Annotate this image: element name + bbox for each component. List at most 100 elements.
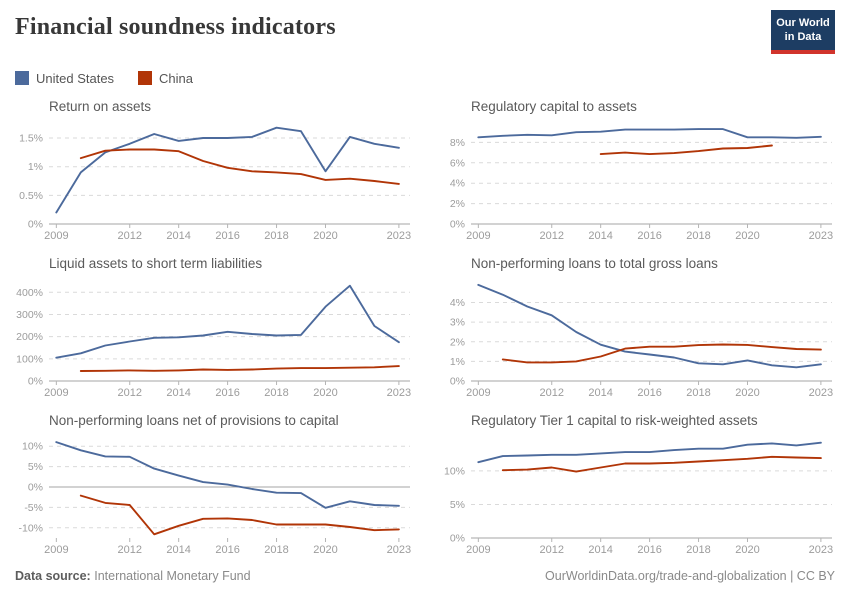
x-tick-label: 2014 (588, 230, 612, 242)
chart-title: Liquid assets to short term liabilities (49, 256, 263, 271)
line-series-china (501, 455, 822, 473)
y-tick-label: 200% (16, 331, 43, 343)
x-tick-label: 2012 (118, 544, 142, 556)
x-tick-label: 2014 (166, 230, 190, 242)
chart-npl-to-total-gross-loans: Non-performing loans to total gross loan… (437, 255, 835, 402)
chart-canvas-npl-gross-loans: 0% 1% 2% 3% 4% 2009 2012 2014 2016 2018 2020 2023 (450, 283, 833, 399)
chart-title: Return on assets (49, 99, 152, 114)
line-series-united-states (477, 283, 822, 369)
data-source-label: Data source: (15, 569, 91, 583)
legend-label-united-states: United States (36, 70, 115, 86)
x-tick-label: 2020 (313, 230, 337, 242)
x-tick-label: 2018 (264, 230, 288, 242)
x-tick-label: 2023 (387, 544, 411, 556)
y-tick-label: 1% (450, 356, 465, 368)
chart-canvas-return-on-assets: 0% 0.5% 1% 1.5% 2009 2012 2014 2016 2018 2020 2023 (19, 126, 411, 242)
x-tick-label: 2020 (313, 387, 337, 399)
x-tick-label: 2020 (735, 230, 759, 242)
header: Financial soundness indicators Our World… (15, 10, 835, 58)
y-tick-label: 300% (16, 309, 43, 321)
chart-liquid-assets-to-short-term-liabilities: Liquid assets to short term liabilities … (15, 255, 413, 402)
y-tick-label: 0% (450, 533, 465, 545)
x-tick-label: 2016 (637, 230, 661, 242)
owid-logo-line2: in Data (784, 30, 822, 43)
chart-canvas-liquid-assets: 0% 100% 200% 300% 400% 2009 2012 2014 2016 2018 20… (16, 284, 411, 399)
x-tick-label: 2009 (466, 544, 490, 556)
x-tick-label: 2016 (215, 230, 239, 242)
y-tick-label: 5% (28, 461, 43, 473)
line-series-united-states (477, 441, 822, 464)
x-tick-label: 2018 (264, 544, 288, 556)
x-tick-label: 2012 (540, 544, 564, 556)
footer: Data source: International Monetary Fund… (15, 569, 835, 583)
x-tick-label: 2012 (540, 230, 564, 242)
legend: United States China (15, 70, 835, 86)
x-tick-label: 2009 (44, 230, 68, 242)
chart-canvas-npl-net-provisions: -10% -5% 0% 5% 10% 2009 2012 2014 2016 2018 2020 20… (18, 441, 411, 556)
y-tick-label: 0% (28, 482, 43, 494)
x-tick-label: 2016 (637, 544, 661, 556)
y-tick-label: 10% (444, 465, 465, 477)
data-source-value: International Monetary Fund (94, 569, 251, 583)
x-tick-label: 2018 (686, 230, 710, 242)
data-source: Data source: International Monetary Fund (15, 569, 251, 583)
x-tick-label: 2014 (588, 387, 612, 399)
x-tick-label: 2020 (735, 387, 759, 399)
owid-logo[interactable]: Our World in Data (771, 10, 835, 54)
y-tick-label: 0% (28, 219, 43, 231)
x-tick-label: 2023 (809, 230, 833, 242)
legend-swatch-united-states (15, 71, 29, 85)
legend-item-united-states[interactable]: United States (15, 71, 114, 86)
y-tick-label: 400% (16, 287, 43, 299)
chart-title: Non-performing loans net of provisions t… (49, 413, 339, 428)
owid-logo-box: Our World in Data (771, 10, 835, 50)
x-tick-label: 2023 (809, 544, 833, 556)
x-tick-label: 2020 (313, 544, 337, 556)
x-tick-label: 2018 (264, 387, 288, 399)
x-tick-label: 2014 (166, 387, 190, 399)
owid-logo-red-bar (771, 49, 835, 54)
x-tick-label: 2014 (166, 544, 190, 556)
y-tick-label: 1% (28, 161, 43, 173)
x-tick-label: 2009 (466, 387, 490, 399)
y-tick-label: 10% (22, 441, 43, 453)
y-tick-label: 100% (16, 353, 43, 365)
x-tick-label: 2016 (637, 387, 661, 399)
chart-canvas-tier1-capital: 0% 5% 10% 2009 2012 2014 2016 2018 2020 2023 (444, 441, 833, 556)
chart-regulatory-capital-to-assets: Regulatory capital to assets 0% 2% 4% 6% 8% 2… (437, 98, 835, 245)
line-series-united-states (55, 284, 400, 359)
chart-title: Regulatory Tier 1 capital to risk-weight… (471, 413, 758, 428)
chart-canvas-regulatory-capital-to-assets: 0% 2% 4% 6% 8% 2009 2012 2014 2016 2018 2020 2023 (450, 128, 833, 242)
x-tick-label: 2016 (215, 387, 239, 399)
line-series-united-states (477, 128, 822, 139)
x-tick-label: 2023 (809, 387, 833, 399)
y-tick-label: 2% (450, 336, 465, 348)
x-tick-label: 2016 (215, 544, 239, 556)
legend-swatch-china (138, 71, 153, 85)
line-series-china (79, 365, 400, 372)
legend-label-china: China (159, 70, 194, 86)
line-series-united-states (55, 126, 400, 214)
chart-title: Non-performing loans to total gross loan… (471, 256, 718, 271)
x-tick-label: 2009 (44, 387, 68, 399)
x-tick-label: 2018 (686, 387, 710, 399)
footer-link[interactable]: OurWorldinData.org/trade-and-globalizati… (545, 569, 835, 583)
y-tick-label: 3% (450, 317, 465, 329)
x-tick-label: 2012 (540, 387, 564, 399)
owid-logo-line1: Our World (776, 17, 830, 29)
x-tick-label: 2014 (588, 544, 612, 556)
chart-npl-net-of-provisions-to-capital: Non-performing loans net of provisions t… (15, 412, 413, 559)
y-tick-label: 8% (450, 137, 465, 149)
y-tick-label: 1.5% (19, 133, 43, 145)
y-tick-label: -10% (18, 522, 43, 534)
y-tick-label: 0% (450, 219, 465, 231)
charts-grid: Return on assets 0% 0.5% 1% 1.5% 2009 2012 201… (15, 98, 835, 559)
legend-item-china[interactable]: China (138, 71, 193, 86)
page-title: Financial soundness indicators (15, 14, 336, 40)
x-tick-label: 2023 (387, 387, 411, 399)
chart-title: Regulatory capital to assets (471, 99, 637, 114)
y-tick-label: 5% (450, 499, 465, 511)
x-tick-label: 2012 (118, 230, 142, 242)
x-tick-label: 2009 (466, 230, 490, 242)
x-tick-label: 2023 (387, 230, 411, 242)
